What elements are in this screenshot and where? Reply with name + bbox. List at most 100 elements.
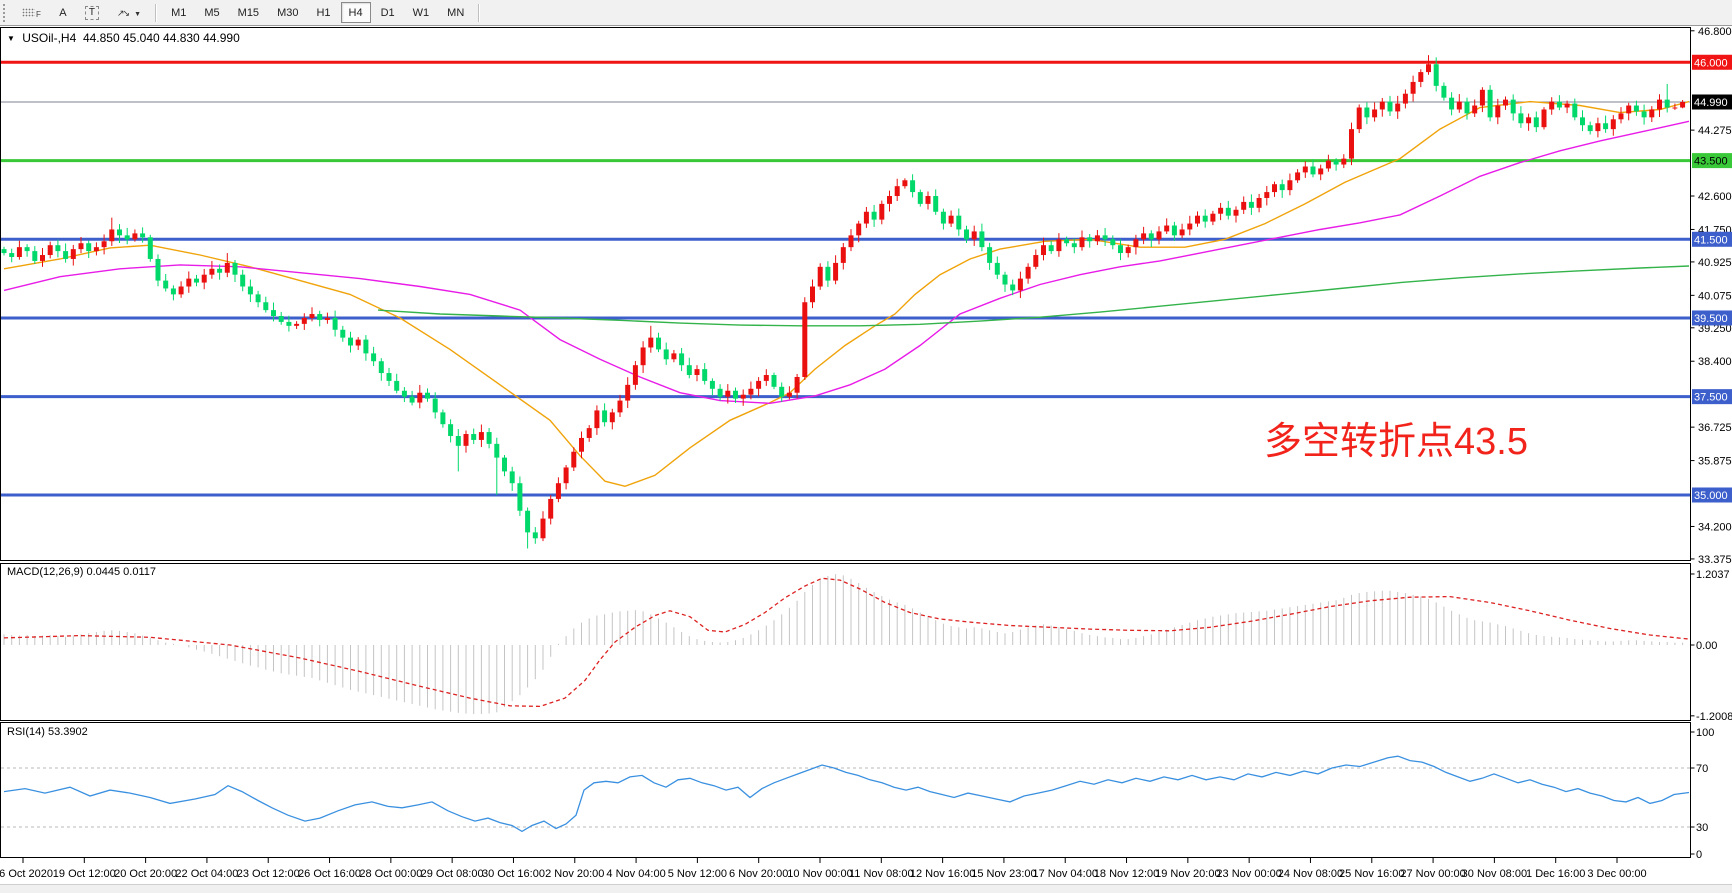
candle-body [1233, 209, 1239, 216]
main-chart-panel[interactable] [0, 27, 1691, 561]
ma-slow-green [377, 265, 1690, 327]
candle-body [532, 532, 538, 539]
arrows-tool-button[interactable]: ↗↘ ▼ [109, 2, 149, 23]
candle-body [748, 388, 754, 395]
timeframe-button-group: M1 M5 M15 M30 H1 H4 D1 W1 MN [162, 2, 473, 23]
candle-body [1649, 109, 1655, 118]
candle-body [1033, 255, 1039, 267]
price-badge [1692, 389, 1732, 405]
candle-body [448, 424, 454, 436]
candle-body [1133, 239, 1139, 248]
candle-body [86, 243, 92, 252]
annotate-letter-button[interactable]: A [51, 2, 75, 23]
candle-body [871, 211, 877, 220]
candle-body [1, 249, 7, 254]
candle-body [1633, 105, 1639, 112]
candle-body [810, 286, 815, 303]
timeframe-button-m30[interactable]: M30 [269, 2, 306, 23]
timeframe-button-m1[interactable]: M1 [163, 2, 194, 23]
macd-tick-label: 1.2037 [1696, 569, 1730, 581]
candle-body [478, 432, 484, 440]
candle-body [178, 286, 184, 295]
candle-body [509, 471, 515, 484]
candle-body [378, 361, 384, 374]
candle-body [656, 337, 661, 350]
candle-body [663, 349, 669, 360]
time-tick-label: 22 Oct 04:00 [175, 868, 238, 880]
candle-body [1572, 103, 1578, 118]
candle-body [1541, 109, 1547, 128]
timeframe-button-h1[interactable]: H1 [308, 2, 338, 23]
candle-body [586, 428, 592, 438]
candle-body [725, 390, 731, 397]
timeframe-button-w1[interactable]: W1 [405, 2, 438, 23]
candle-body [1603, 123, 1609, 130]
candle-body [555, 483, 561, 499]
price-badge-label: 43.500 [1694, 156, 1728, 168]
candle-body [971, 231, 977, 240]
main-chart-layer [1, 55, 1690, 549]
rsi-panel[interactable] [0, 722, 1691, 858]
chart-title: ▼ USOil-,H4 44.850 45.040 44.830 44.990 [7, 31, 240, 45]
grid-icon-label: F [36, 9, 41, 19]
candle-body [463, 434, 469, 446]
price-badge [1692, 94, 1732, 110]
candle-body [255, 294, 261, 303]
candle-body [40, 255, 45, 261]
time-tick-label: 10 Nov 00:00 [787, 868, 852, 880]
toolbar-grip-handle[interactable] [3, 3, 9, 22]
timeframe-button-h4[interactable]: H4 [340, 2, 371, 23]
price-tick-label: 44.275 [1698, 125, 1732, 137]
candle-body [925, 196, 931, 204]
candle-body [55, 245, 61, 252]
timeframe-button-m5[interactable]: M5 [196, 2, 227, 23]
candle-body [1087, 237, 1093, 242]
chart-symbol-period: USOil-,H4 [22, 31, 77, 45]
candle-body [32, 251, 38, 261]
text-label-tool-button[interactable]: T [77, 2, 107, 23]
time-tick-label: 15 Nov 23:00 [971, 868, 1036, 880]
candle-body [540, 518, 546, 539]
price-tick-label: 35.875 [1698, 456, 1732, 468]
candle-body [24, 247, 30, 252]
grid-icon [22, 8, 35, 18]
price-badge-label: 37.500 [1694, 392, 1728, 404]
candle-body [1456, 101, 1462, 110]
timeframe-button-m15[interactable]: M15 [230, 2, 267, 23]
candle-body [47, 245, 53, 256]
candle-body [309, 314, 315, 318]
candle-body [101, 241, 107, 248]
candle-body [140, 233, 146, 238]
candle-body [1071, 243, 1077, 248]
candle-body [617, 400, 623, 413]
symbol-dropdown-icon[interactable]: ▼ [7, 34, 15, 43]
candle-body [1387, 101, 1393, 112]
candle-body [1503, 99, 1508, 106]
rsi-indicator-label: RSI(14) 53.3902 [7, 726, 88, 738]
time-tick-label: 16 Oct 2020 [0, 868, 53, 880]
candle-body [848, 235, 854, 248]
price-tick-label: 40.925 [1698, 257, 1732, 269]
candle-body [1533, 117, 1539, 128]
candle-body [371, 353, 377, 362]
candle-body [702, 369, 708, 381]
candle-body [1295, 172, 1301, 181]
timeframe-button-d1[interactable]: D1 [373, 2, 403, 23]
candle-body [1264, 192, 1270, 198]
candle-body [679, 353, 685, 366]
price-badge-label: 41.500 [1694, 234, 1728, 246]
time-tick-label: 30 Nov 08:00 [1462, 868, 1527, 880]
candle-body [863, 211, 869, 224]
candle-body [224, 262, 230, 273]
time-tick-label: 17 Nov 04:00 [1033, 868, 1098, 880]
candle-body [1556, 101, 1562, 108]
candle-body [1064, 239, 1070, 244]
candle-body [1310, 166, 1316, 175]
candle-body [1372, 109, 1378, 118]
macd-panel[interactable] [0, 563, 1691, 721]
time-tick-label: 12 Nov 16:00 [910, 868, 975, 880]
macd-tick-label: -1.2008 [1696, 711, 1732, 723]
chart-grid-button[interactable]: F [14, 2, 49, 23]
timeframe-button-mn[interactable]: MN [439, 2, 472, 23]
